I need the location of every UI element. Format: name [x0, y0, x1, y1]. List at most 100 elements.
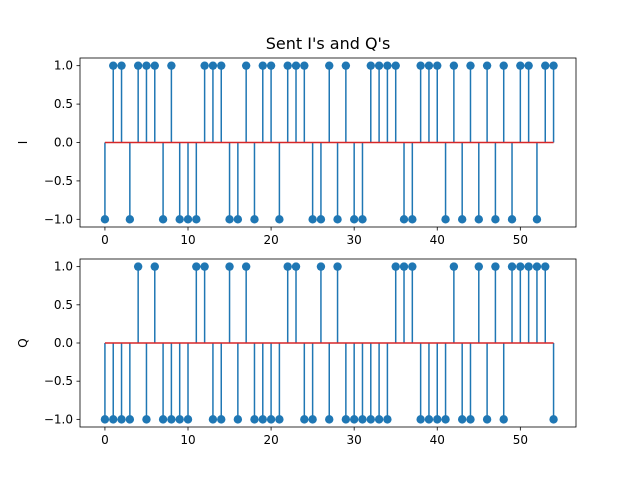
stem-marker	[408, 215, 417, 224]
stem-marker	[474, 262, 483, 271]
stem-marker	[117, 61, 126, 70]
stem-marker	[366, 415, 375, 424]
stem-marker	[291, 61, 301, 70]
stem-marker	[250, 215, 259, 224]
stem-marker	[233, 215, 243, 224]
stem-marker	[499, 415, 508, 424]
stem-marker	[449, 61, 459, 70]
stem-marker	[258, 415, 267, 424]
stem-marker	[200, 61, 209, 70]
x-tick-label: 40	[430, 233, 445, 247]
x-tick-label: 20	[263, 233, 278, 247]
stem-marker	[217, 415, 226, 424]
stem-marker	[183, 215, 193, 224]
stem-marker	[266, 61, 276, 70]
stem-marker	[391, 262, 400, 271]
stem-marker	[192, 215, 201, 224]
stem-marker	[457, 415, 467, 424]
stem-marker	[466, 61, 475, 70]
stem-marker	[208, 61, 218, 70]
y-tick-label: 0.5	[54, 97, 73, 111]
stem-marker	[175, 215, 184, 224]
stem-marker	[283, 61, 292, 70]
stem-marker	[291, 262, 301, 271]
stem-marker	[233, 415, 243, 424]
stem-marker	[167, 61, 176, 70]
stem-marker	[275, 415, 284, 424]
stem-marker	[383, 415, 392, 424]
stem-marker	[466, 415, 475, 424]
stem-marker	[308, 415, 317, 424]
stem-marker	[133, 61, 143, 70]
stem-marker	[433, 415, 442, 424]
stem-marker	[158, 415, 168, 424]
stem-marker	[399, 262, 409, 271]
stem-marker	[474, 215, 483, 224]
stem-marker	[308, 215, 317, 224]
x-tick-label: 20	[263, 433, 278, 447]
x-tick-label: 40	[430, 433, 445, 447]
stem-marker	[491, 215, 500, 224]
stem-marker	[433, 61, 442, 70]
stem-marker	[192, 262, 201, 271]
stem-marker	[424, 61, 434, 70]
stem-marker	[549, 415, 558, 424]
stem-marker	[416, 61, 425, 70]
stem-marker	[416, 415, 425, 424]
stem-marker	[258, 61, 267, 70]
stem-marker	[441, 415, 450, 424]
stem-marker	[482, 61, 492, 70]
subplot-q: 0 10 20 30 40 50 −1.0 −0.5 0.0 0.5 1.0 Q	[16, 258, 577, 447]
stem-marker	[266, 415, 276, 424]
x-tick-label: 30	[347, 233, 362, 247]
stem-marker	[300, 415, 309, 424]
stem-marker	[183, 415, 193, 424]
stem-marker	[142, 61, 151, 70]
stem-marker	[383, 61, 392, 70]
stem-marker	[316, 262, 326, 271]
stem-marker	[358, 415, 367, 424]
stem-marker	[275, 215, 284, 224]
stem-marker	[142, 415, 151, 424]
stem-marker	[225, 215, 234, 224]
stem-marker	[241, 262, 251, 271]
y-tick-label: −0.5	[44, 374, 73, 388]
stem-marker	[125, 415, 135, 424]
stem-marker	[217, 61, 226, 70]
subplot-i: 0 10 20 30 40 50 −1.0 −0.5 0.0 0.5 1.0 I	[16, 57, 577, 247]
y-tick-label: −0.5	[44, 174, 73, 188]
stem-marker	[225, 262, 234, 271]
x-tick-label: 10	[180, 433, 195, 447]
stem-marker	[441, 215, 450, 224]
stem-marker	[374, 61, 384, 70]
stem-marker	[532, 215, 542, 224]
stem-marker	[175, 415, 184, 424]
stem-marker	[109, 61, 118, 70]
x-tick-label: 0	[101, 433, 109, 447]
stem-marker	[167, 415, 176, 424]
stem-marker	[125, 215, 135, 224]
stem-marker	[457, 215, 467, 224]
y-tick-label: −1.0	[44, 212, 73, 226]
chart-title: Sent I's and Q's	[266, 34, 391, 53]
stem-marker	[424, 415, 434, 424]
stem-marker	[325, 415, 334, 424]
stem-marker	[250, 415, 259, 424]
x-tick-label: 50	[513, 433, 528, 447]
stem-marker	[516, 262, 525, 271]
y-tick-label: 1.0	[54, 260, 73, 274]
stem-marker	[150, 61, 159, 70]
stem-marker	[283, 262, 292, 271]
stem-marker	[374, 415, 384, 424]
y-tick-label: 0.0	[54, 336, 73, 350]
stem-marker	[349, 415, 359, 424]
stem-marker	[549, 61, 558, 70]
stem-marker	[325, 61, 334, 70]
y-tick-label: −1.0	[44, 412, 73, 426]
stem-marker	[200, 262, 209, 271]
stem-marker	[341, 415, 351, 424]
stem-marker	[366, 61, 375, 70]
x-tick-label: 10	[180, 233, 195, 247]
stem-marker	[241, 61, 251, 70]
